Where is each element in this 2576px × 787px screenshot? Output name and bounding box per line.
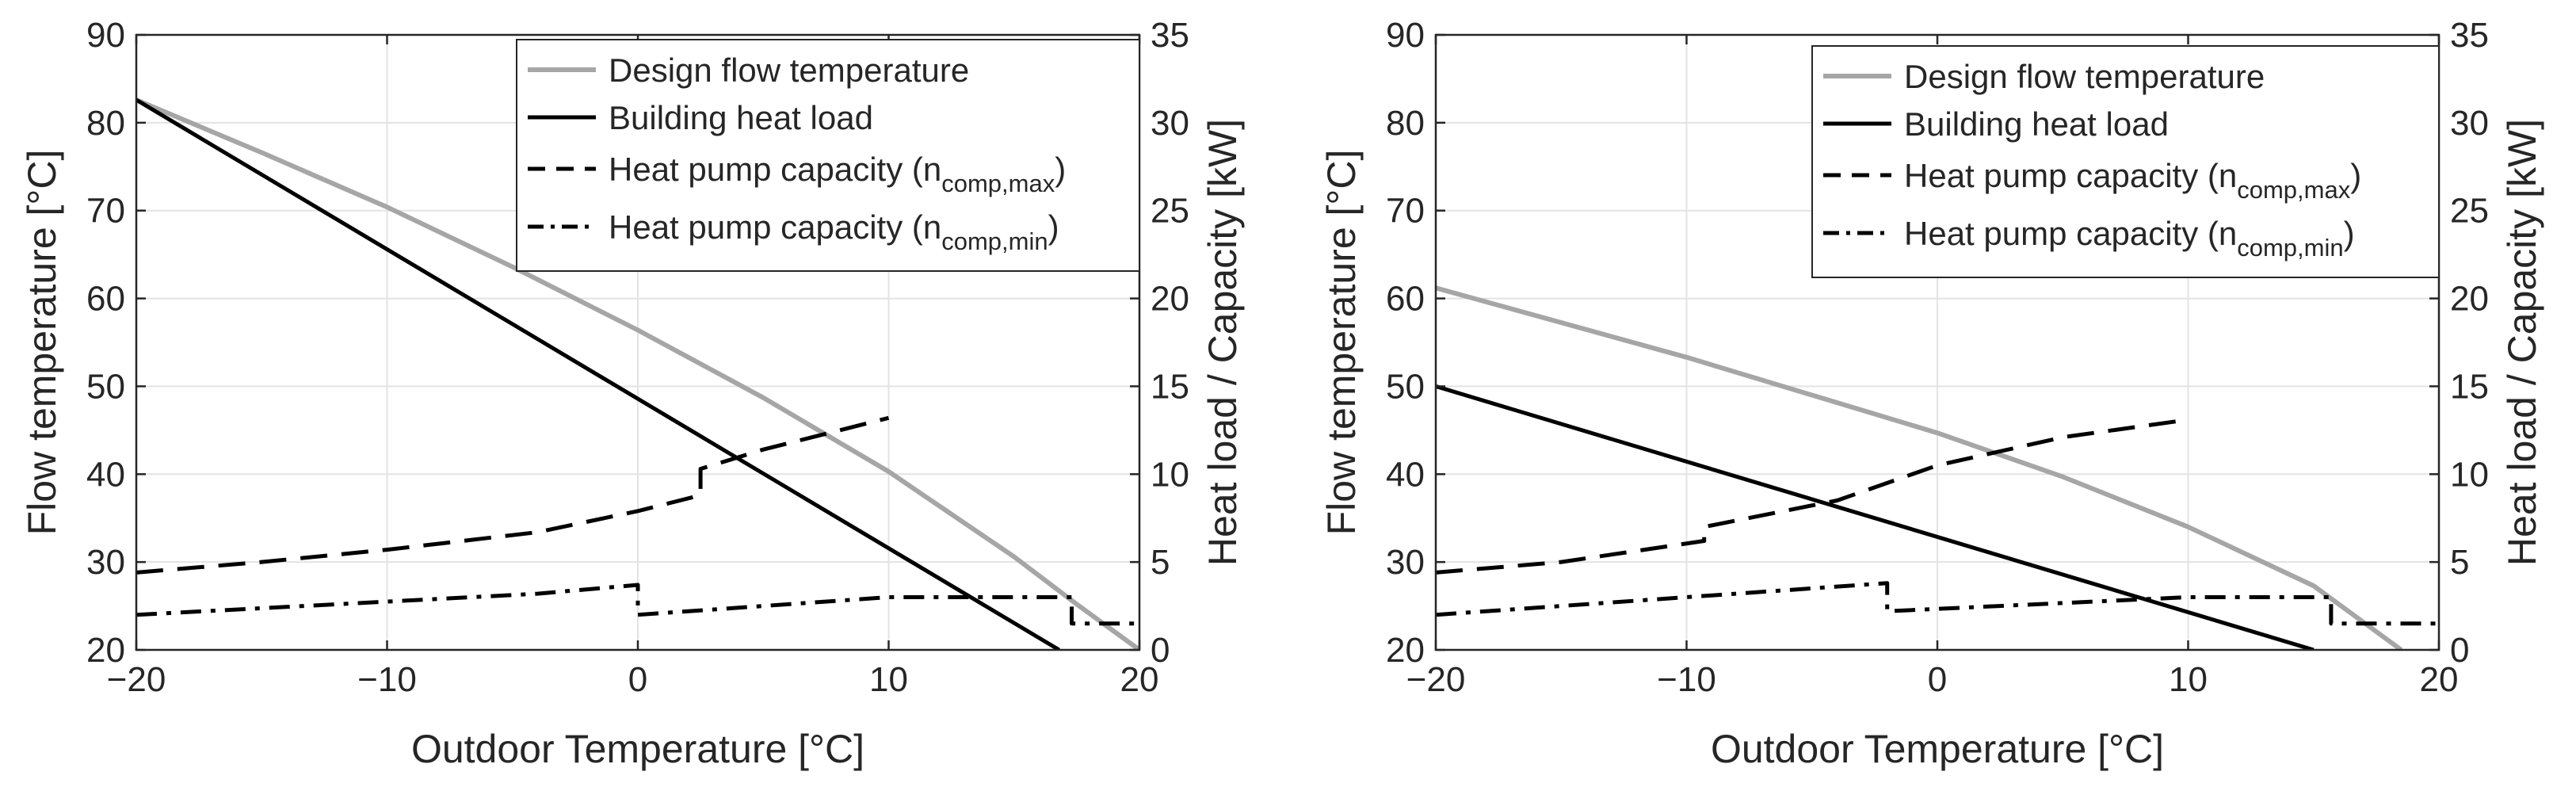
legend-label-suffix: )	[1055, 151, 1066, 188]
legend-label-text: Heat pump capacity (n	[609, 208, 941, 246]
y-right-tick-label: 20	[1151, 280, 1189, 319]
x-tick-label: 20	[1120, 660, 1159, 699]
legend-label-subscript: comp,min	[941, 227, 1048, 255]
y-right-tick-label: 5	[1151, 543, 1170, 582]
y-right-tick-label: 10	[1151, 455, 1189, 494]
y-left-tick-label: 20	[1386, 631, 1425, 670]
y-left-tick-label: 70	[86, 192, 125, 231]
x-axis-label: Outdoor Temperature [°C]	[1711, 727, 2164, 771]
legend-label-suffix: )	[1048, 208, 1059, 246]
y-left-tick-label: 40	[1386, 455, 1425, 494]
x-tick-label: −20	[107, 660, 166, 699]
series-line-0	[1436, 285, 2403, 650]
series-line-3	[136, 583, 1139, 626]
legend-label-0: Design flow temperature	[1904, 58, 2265, 95]
legend-label-2: Heat pump capacity (ncomp,max)	[1904, 157, 2361, 204]
series-line-1	[136, 97, 1060, 650]
y-left-tick-label: 90	[86, 16, 125, 55]
y-right-tick-label: 15	[2450, 367, 2489, 406]
x-tick-label: −20	[1406, 660, 1466, 699]
y-left-tick-label: 80	[1386, 104, 1425, 143]
series-group	[136, 97, 1139, 650]
left-chart: −20 −10 0 10 20 20 30 40 50 60 70 80 90 0 5 10 15 20 25 30 3…	[20, 16, 1245, 771]
legend-box	[516, 39, 1140, 272]
y-right-tick-label: 0	[1151, 631, 1170, 670]
legend-label-subscript: comp,max	[2237, 176, 2350, 204]
series-line-3	[1436, 581, 2439, 626]
y-right-tick-label: 35	[2450, 16, 2489, 55]
x-tick-label: 10	[869, 660, 908, 699]
legend-label-text: Heat pump capacity (n	[609, 151, 941, 188]
y-right-axis-label: Heat load / Capacity [kW]	[2500, 119, 2544, 566]
y-right-tick-label: 20	[2450, 280, 2489, 319]
y-right-tick-label: 30	[1151, 104, 1189, 143]
right-chart: −20 −10 0 10 20 20 30 40 50 60 70 80 90 0 5 10 15 20 25 30 3…	[1319, 16, 2544, 771]
series-group	[1436, 285, 2439, 650]
series-line-2	[136, 415, 890, 575]
y-left-tick-label: 60	[86, 280, 125, 319]
y-right-tick-label: 0	[2450, 631, 2469, 670]
series-line-0	[136, 97, 1139, 650]
legend-label-0: Design flow temperature	[609, 52, 969, 89]
y-right-tick-label: 10	[2450, 455, 2489, 494]
x-axis-label: Outdoor Temperature [°C]	[411, 727, 864, 771]
y-right-tick-label: 25	[2450, 192, 2489, 231]
legend-label-text: Building heat load	[1904, 105, 2169, 143]
y-right-tick-label: 5	[2450, 543, 2469, 582]
legend-label-text: Heat pump capacity (n	[1904, 215, 2237, 252]
y-left-tick-label: 80	[86, 104, 125, 143]
y-left-tick-label: 50	[1386, 367, 1425, 406]
legend-label-text: Design flow temperature	[609, 52, 969, 89]
legend: Design flow temperature Building heat loa…	[1811, 45, 2440, 278]
y-left-tick-label: 50	[86, 367, 125, 406]
y-left-tick-label: 20	[86, 631, 125, 670]
legend-label-3: Heat pump capacity (ncomp,min)	[609, 208, 1059, 255]
legend-label-suffix: )	[2344, 215, 2355, 252]
legend-label-text: Heat pump capacity (n	[1904, 157, 2237, 194]
y-right-axis-label: Heat load / Capacity [kW]	[1200, 119, 1245, 566]
y-left-axis-label: Flow temperature [°C]	[20, 150, 64, 536]
legend-label-text: Building heat load	[609, 99, 873, 136]
legend-label-subscript: comp,max	[941, 170, 1055, 197]
x-tick-label: 20	[2420, 660, 2459, 699]
series-line-1	[1436, 384, 2315, 650]
series-line-2	[1436, 418, 2189, 575]
y-left-tick-label: 70	[1386, 192, 1425, 231]
y-left-axis-label: Flow temperature [°C]	[1319, 150, 1364, 536]
legend-label-suffix: )	[2350, 157, 2361, 194]
y-left-tick-label: 30	[1386, 543, 1425, 582]
y-left-tick-label: 60	[1386, 280, 1425, 319]
x-tick-label: 0	[628, 660, 647, 699]
x-tick-label: 0	[1928, 660, 1947, 699]
legend-label-text: Design flow temperature	[1904, 58, 2265, 95]
legend-label-1: Building heat load	[1904, 105, 2169, 143]
legend-label-1: Building heat load	[609, 99, 873, 136]
y-right-tick-label: 25	[1151, 192, 1189, 231]
y-left-tick-label: 30	[86, 543, 125, 582]
x-tick-label: −10	[1657, 660, 1716, 699]
y-right-tick-label: 35	[1151, 16, 1189, 55]
y-left-tick-label: 90	[1386, 16, 1425, 55]
legend: Design flow temperature Building heat loa…	[516, 39, 1140, 272]
y-right-tick-label: 30	[2450, 104, 2489, 143]
y-right-tick-label: 15	[1151, 367, 1189, 406]
legend-label-2: Heat pump capacity (ncomp,max)	[609, 151, 1066, 197]
legend-box	[1811, 45, 2440, 278]
x-tick-label: 10	[2169, 660, 2208, 699]
x-tick-label: −10	[357, 660, 417, 699]
y-left-tick-label: 40	[86, 455, 125, 494]
legend-label-3: Heat pump capacity (ncomp,min)	[1904, 215, 2355, 262]
legend-label-subscript: comp,min	[2237, 234, 2343, 262]
